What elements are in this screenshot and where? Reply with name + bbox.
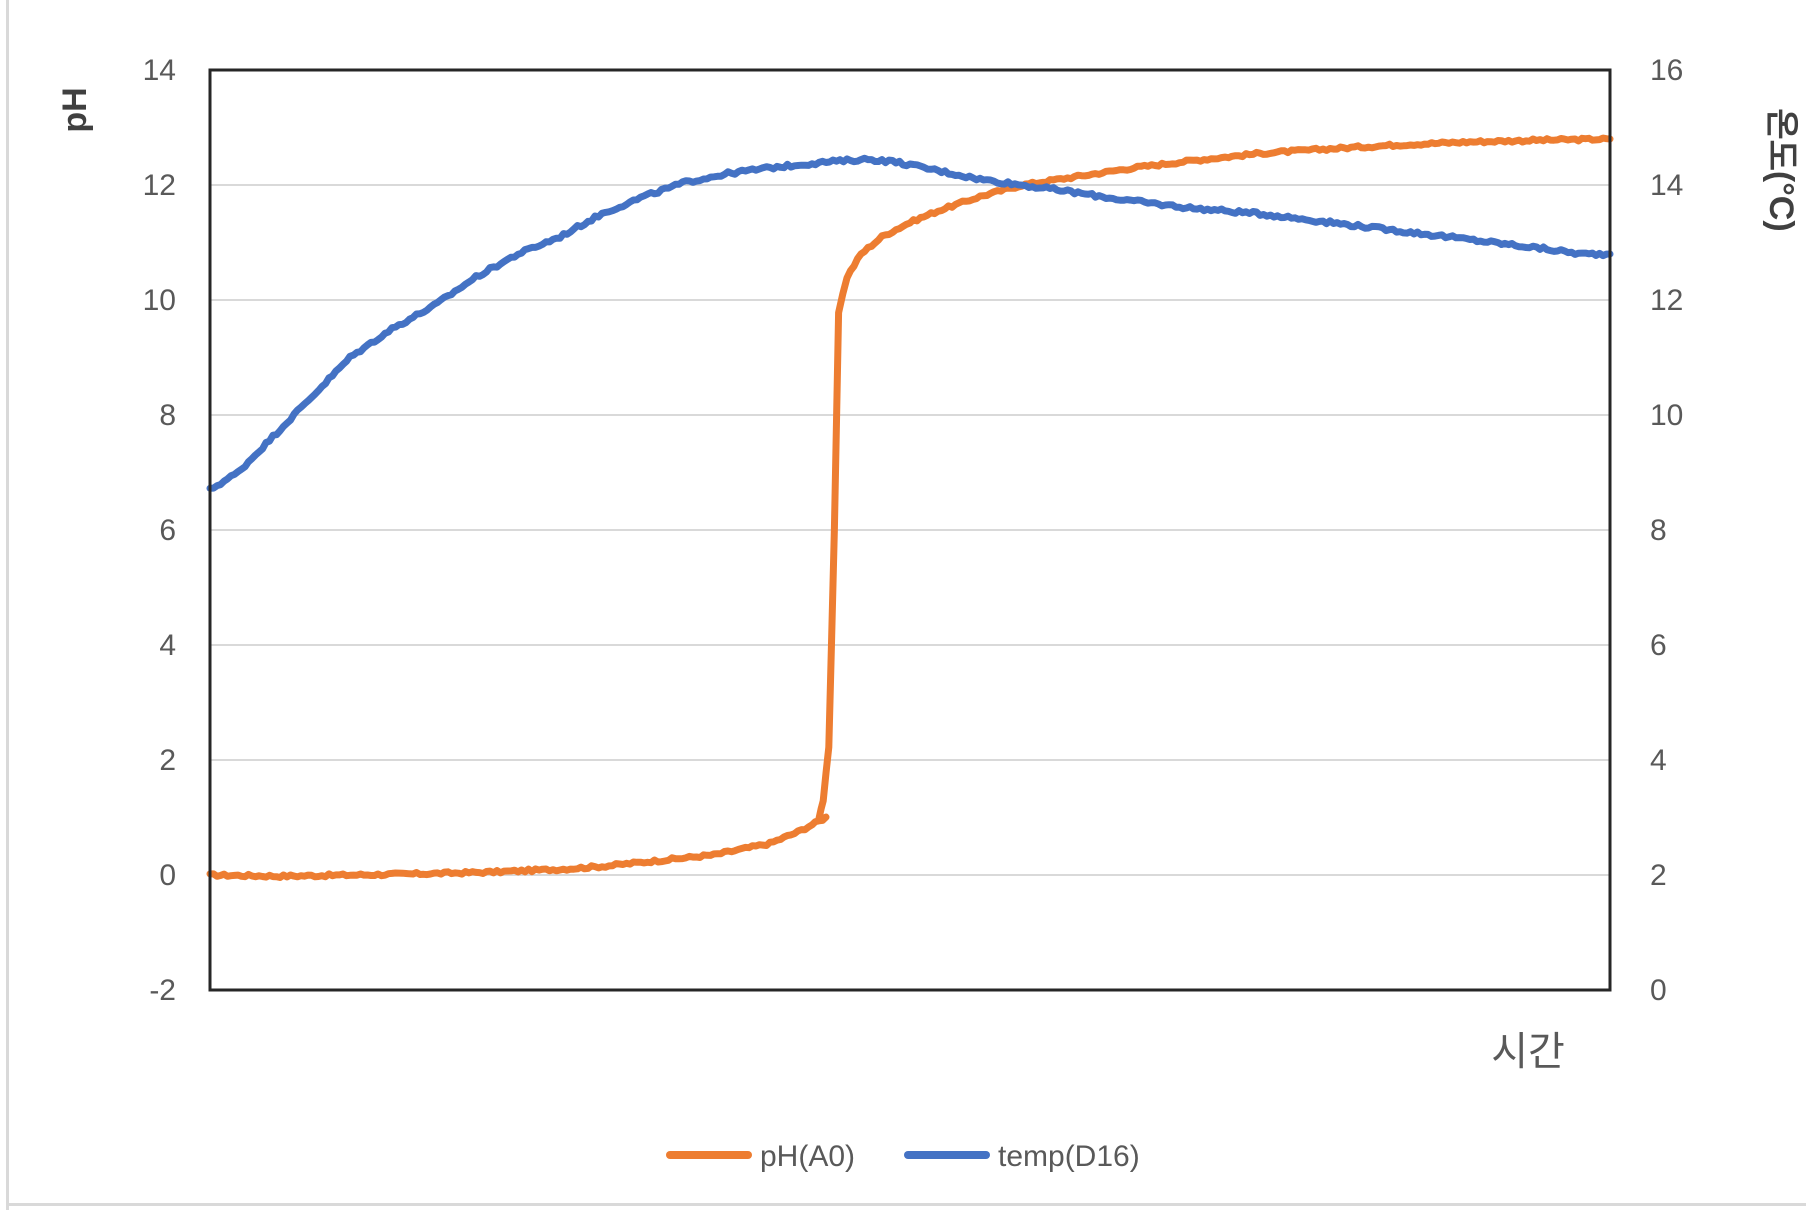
y2-tick-label: 6 — [1650, 629, 1667, 662]
y-tick-label: 10 — [143, 284, 176, 317]
right-axis-ticks: 0 2 4 6 8 10 12 14 16 — [1650, 54, 1683, 1007]
y2-axis-title: 온도(°C) — [1762, 108, 1800, 231]
frame-left-border — [6, 0, 9, 1210]
y-tick-label: 2 — [159, 744, 176, 777]
y2-tick-label: 2 — [1650, 859, 1667, 892]
y-tick-label: 14 — [143, 54, 176, 87]
y2-tick-label: 10 — [1650, 399, 1683, 432]
frame-bottom-border — [6, 1203, 1806, 1206]
legend-label: pH(A0) — [760, 1140, 855, 1173]
y2-tick-label: 0 — [1650, 974, 1667, 1007]
series-line-ph — [206, 134, 1614, 881]
y-tick-label: 4 — [159, 629, 176, 662]
y2-tick-label: 8 — [1650, 514, 1667, 547]
plot-area-border — [208, 68, 1612, 992]
y-tick-label: 12 — [143, 169, 176, 202]
series-line-temp — [206, 154, 1614, 492]
y2-tick-label: 4 — [1650, 744, 1667, 777]
x-axis-title: 시간 — [1491, 1030, 1565, 1074]
y-tick-label: -2 — [149, 974, 176, 1007]
legend-label: temp(D16) — [998, 1140, 1140, 1173]
y-tick-label: 6 — [159, 514, 176, 547]
legend: pH(A0) temp(D16) — [666, 1140, 1140, 1173]
y2-tick-label: 14 — [1650, 169, 1683, 202]
y2-tick-label: 12 — [1650, 284, 1683, 317]
series-lines — [206, 134, 1614, 881]
y-axis-title: pH — [56, 87, 94, 132]
y-tick-label: 8 — [159, 399, 176, 432]
y-tick-label: 0 — [159, 859, 176, 892]
left-axis-ticks: -2 0 2 4 6 8 10 12 14 — [143, 54, 176, 1007]
gridlines — [210, 184, 1610, 876]
y2-tick-label: 16 — [1650, 54, 1683, 87]
